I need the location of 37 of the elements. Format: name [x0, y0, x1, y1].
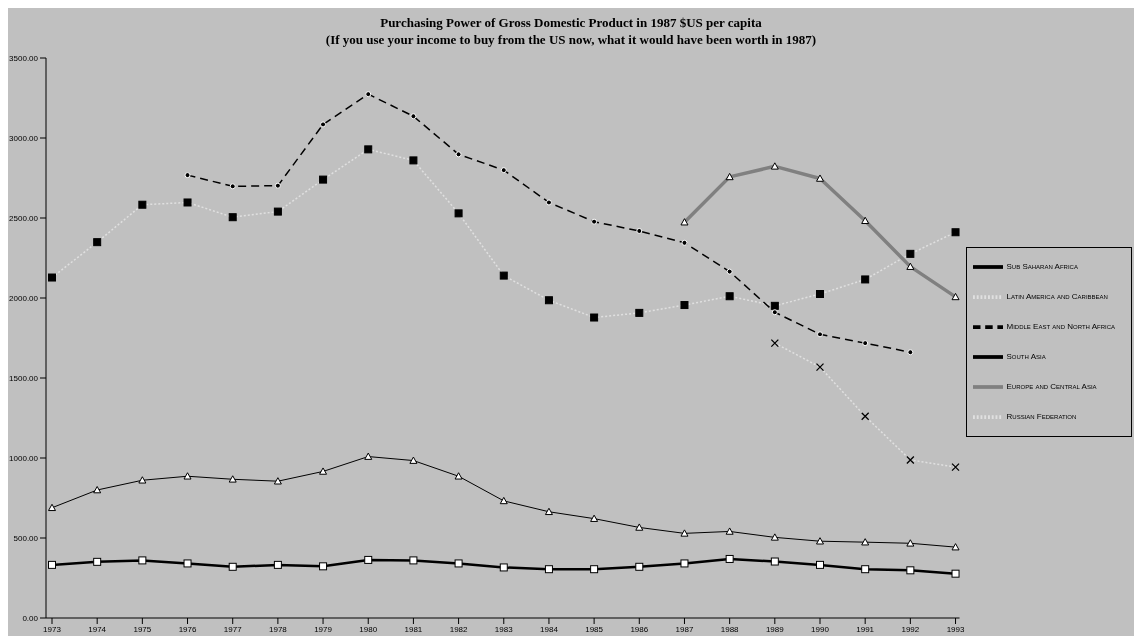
- x-tick-label: 1981: [404, 624, 423, 634]
- y-tick-label: 0.00: [22, 613, 39, 623]
- x-tick-label: 1993: [946, 624, 965, 634]
- legend-label: Sub Saharan Africa: [1006, 262, 1078, 272]
- y-tick-label: 2000.00: [9, 293, 39, 303]
- x-tick-label: 1987: [675, 624, 694, 634]
- legend-label: Europe and Central Asia: [1006, 382, 1097, 392]
- chart-title: Purchasing Power of Gross Domestic Product in 1987 $US per capita: [379, 14, 763, 31]
- x-tick-label: 1979: [314, 624, 333, 634]
- x-tick-label: 1982: [449, 624, 469, 634]
- x-tick-label: 1977: [223, 624, 243, 634]
- legend-label: South Asia: [1006, 352, 1046, 362]
- legend-label: Middle East and North Africa: [1006, 322, 1115, 332]
- x-tick-label: 1983: [494, 624, 514, 634]
- x-tick-label: 1976: [178, 624, 197, 634]
- x-tick-label: 1973: [43, 624, 62, 634]
- x-tick-label: 1991: [856, 624, 875, 634]
- y-tick-label: 1000.00: [9, 453, 39, 463]
- legend-label: Latin America and Caribbean: [1006, 292, 1108, 302]
- x-tick-label: 1992: [901, 624, 920, 634]
- y-tick-label: 1500.00: [9, 373, 39, 383]
- x-tick-label: 1978: [268, 624, 288, 634]
- y-tick-label: 3500.00: [9, 53, 39, 63]
- x-tick-label: 1985: [585, 624, 604, 634]
- x-tick-label: 1990: [811, 624, 830, 634]
- y-tick-label: 3000.00: [9, 133, 39, 143]
- x-tick-label: 1975: [133, 624, 152, 634]
- y-tick-label: 500.00: [13, 533, 39, 543]
- x-tick-label: 1974: [88, 624, 107, 634]
- chart-subtitle: (If you use your income to buy from the US now, what it would have been worth in 1987): [324, 31, 818, 48]
- x-tick-label: 1984: [540, 624, 559, 634]
- x-tick-label: 1980: [359, 624, 378, 634]
- y-tick-label: 2500.00: [9, 213, 39, 223]
- x-tick-label: 1988: [720, 624, 740, 634]
- x-tick-label: 1989: [765, 624, 785, 634]
- x-tick-label: 1986: [630, 624, 649, 634]
- legend-label: Russian Federation: [1006, 412, 1077, 422]
